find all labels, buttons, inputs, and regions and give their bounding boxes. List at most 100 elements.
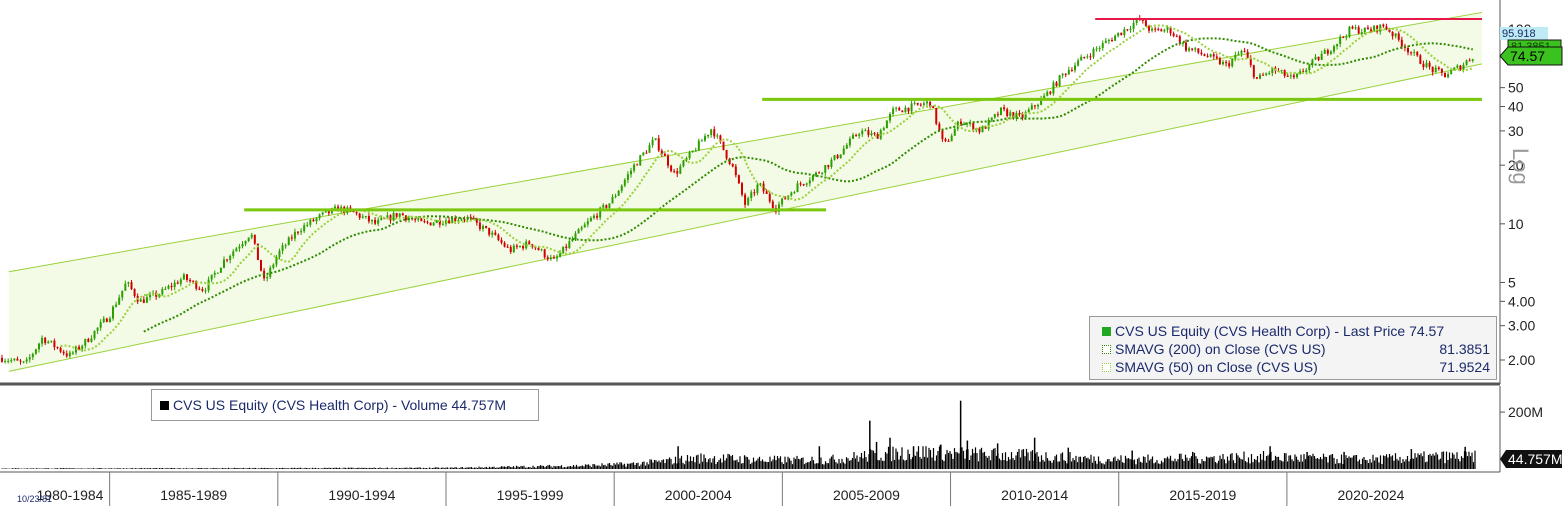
- candle: [1052, 80, 1055, 96]
- candle: [818, 171, 821, 174]
- candle: [1107, 38, 1110, 45]
- candle: [44, 336, 47, 346]
- candle: [303, 222, 306, 234]
- candle: [38, 342, 40, 353]
- candle: [996, 111, 999, 118]
- candle: [648, 142, 651, 153]
- candle: [864, 128, 867, 132]
- candle: [361, 213, 364, 219]
- candle: [1080, 54, 1083, 61]
- candle: [528, 240, 531, 245]
- candle: [716, 133, 719, 139]
- candle: [1185, 39, 1187, 53]
- candle: [158, 293, 161, 299]
- candle: [1308, 63, 1311, 74]
- volume-legend[interactable]: CVS US Equity (CVS Health Corp) - Volume…: [151, 389, 539, 421]
- candle: [861, 128, 864, 138]
- candle: [577, 228, 580, 234]
- candle: [1419, 54, 1422, 65]
- candle: [170, 282, 173, 291]
- candle: [269, 265, 272, 279]
- candle: [300, 228, 303, 235]
- candle: [583, 222, 586, 228]
- candle: [509, 244, 512, 254]
- legend-label-sma50: SMAVG (50) on Close (CVS US): [1115, 359, 1318, 375]
- candle: [802, 183, 805, 187]
- candle: [651, 136, 654, 148]
- candle: [1259, 73, 1261, 80]
- candle: [929, 101, 932, 109]
- legend-row-last-price: CVS US Equity (CVS Health Corp) - Last P…: [1102, 323, 1490, 340]
- candle: [377, 217, 380, 227]
- candle: [478, 219, 481, 232]
- candle: [1015, 110, 1018, 122]
- candle: [1132, 19, 1135, 33]
- candle: [53, 338, 56, 351]
- candle: [1311, 58, 1314, 68]
- candle: [198, 286, 201, 291]
- candle: [1323, 48, 1326, 54]
- candle: [1240, 49, 1243, 57]
- candle: [503, 241, 506, 248]
- candle: [1101, 40, 1104, 51]
- candle: [179, 277, 182, 287]
- candle: [395, 212, 398, 219]
- candle: [1064, 73, 1067, 78]
- candle: [679, 163, 682, 175]
- candle: [1126, 29, 1129, 32]
- candle: [682, 159, 685, 168]
- candle: [118, 294, 121, 306]
- candle: [1348, 25, 1351, 39]
- candle: [1197, 48, 1200, 55]
- candle: [1265, 72, 1268, 77]
- candle: [728, 157, 731, 166]
- candle: [201, 286, 204, 293]
- price-legend[interactable]: CVS US Equity (CVS Health Corp) - Last P…: [1089, 316, 1497, 380]
- candle: [876, 132, 879, 139]
- candle: [115, 301, 118, 308]
- candle: [460, 217, 463, 222]
- candle: [1067, 66, 1070, 76]
- candle: [574, 231, 577, 241]
- candle: [34, 348, 37, 355]
- candle: [124, 280, 127, 291]
- candle: [522, 244, 525, 251]
- candle: [1407, 45, 1409, 56]
- candle: [1296, 73, 1298, 79]
- candle: [392, 209, 395, 222]
- candle: [799, 181, 802, 187]
- start-date-stamp: 10/23/81: [17, 494, 53, 504]
- candle: [904, 105, 907, 113]
- candle: [1231, 58, 1234, 68]
- candle: [1194, 46, 1197, 53]
- candle: [81, 344, 84, 352]
- candle: [432, 221, 435, 227]
- candle: [639, 154, 642, 166]
- candle: [309, 218, 312, 228]
- x-period-label: 1995-1999: [497, 487, 564, 503]
- candle: [731, 163, 734, 168]
- candle: [1058, 74, 1061, 87]
- candle: [1074, 62, 1076, 73]
- candle: [374, 217, 377, 226]
- candle: [1222, 59, 1224, 66]
- candle: [494, 229, 497, 236]
- candle: [781, 198, 784, 208]
- candle: [673, 168, 676, 174]
- candle: [796, 180, 799, 193]
- candle: [1456, 64, 1459, 69]
- candle: [281, 242, 284, 255]
- candle: [1345, 34, 1348, 41]
- horizontal-levels: [244, 18, 1482, 212]
- candle: [543, 248, 546, 259]
- candle: [626, 171, 629, 184]
- candle: [1123, 26, 1126, 38]
- candle: [959, 118, 962, 127]
- candle: [238, 243, 241, 252]
- candle: [1200, 49, 1203, 56]
- candle: [1206, 53, 1209, 58]
- candle: [1092, 47, 1095, 59]
- candle: [186, 273, 188, 283]
- candle: [827, 164, 830, 170]
- candle: [1018, 110, 1021, 117]
